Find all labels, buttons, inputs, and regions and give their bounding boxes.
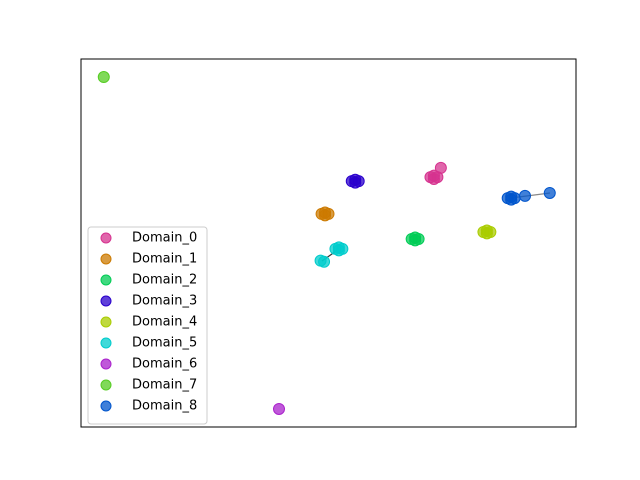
legend-marker [100,337,112,349]
legend-label: Domain_4 [132,315,197,330]
legend-marker [100,274,112,286]
point [434,161,447,174]
legend-label: Domain_7 [132,378,197,393]
legend-label: Domain_5 [132,336,197,351]
legend-marker [100,232,112,244]
point [519,189,532,202]
legend-label: Domain_6 [132,357,197,372]
point [319,209,332,222]
plot-frame [80,58,577,428]
legend-marker [100,379,112,391]
legend: Domain_0 Domain_1 Domain_2 Domain_3 Domain_4… [87,226,208,425]
legend-marker [100,400,112,412]
point [349,176,362,189]
legend-label: Domain_3 [132,294,197,309]
legend-box [87,226,208,425]
point [318,255,331,268]
point [409,234,422,247]
legend-label: Domain_8 [132,399,197,414]
point [97,71,110,84]
point [543,186,556,199]
legend-label: Domain_1 [132,252,197,267]
legend-label: Domain_0 [132,231,197,246]
legend-marker [100,358,112,370]
point [505,193,518,206]
point [332,244,345,257]
plot-area [97,71,556,415]
point [427,172,440,185]
point [273,402,285,415]
legend-label: Domain_2 [132,273,197,288]
point [480,227,493,240]
legend-marker [100,295,112,307]
legend-marker [100,316,112,328]
legend-marker [100,253,112,265]
